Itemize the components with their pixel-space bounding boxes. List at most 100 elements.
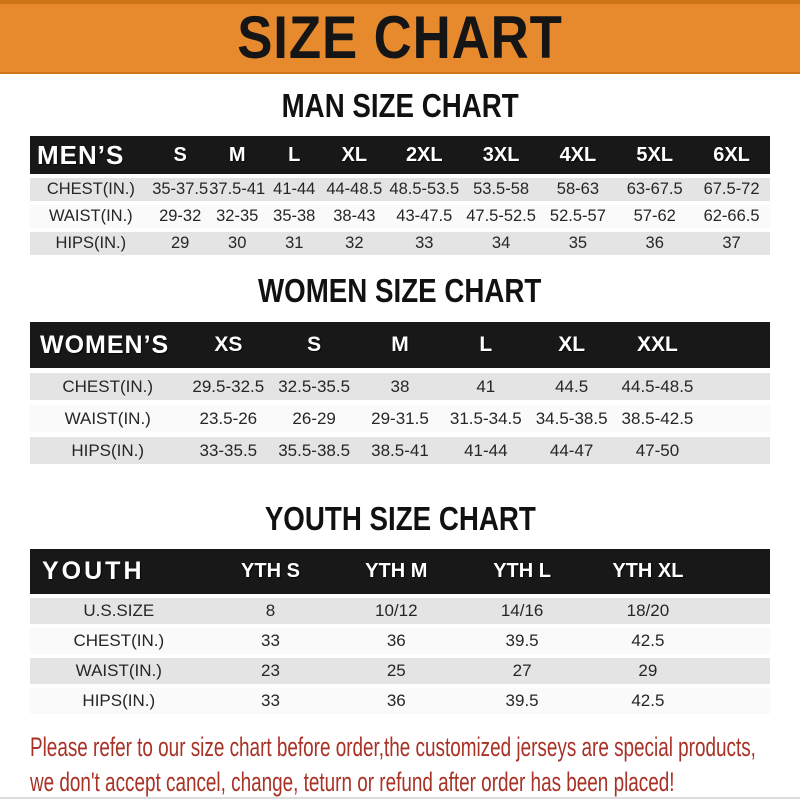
- size-cell: 33: [385, 232, 463, 255]
- size-cell: 29.5-32.5: [185, 373, 272, 400]
- size-cell: 34: [462, 232, 540, 255]
- table-group-label: YOUTH: [30, 549, 208, 594]
- women-section-heading: WOMEN SIZE CHART: [0, 273, 800, 313]
- size-cell: 27: [459, 658, 585, 684]
- row-spacer: [700, 373, 770, 400]
- size-cell: 32-35: [208, 205, 266, 228]
- youth-section-heading: YOUTH SIZE CHART: [0, 501, 800, 541]
- size-table-row: HIPS(IN.) 29 30 31 32 33 34 35 36 37: [30, 232, 770, 255]
- size-cell: 23.5-26: [185, 405, 272, 432]
- size-table-row: WAIST(IN.) 29-32 32-35 35-38 38-43 43-47.5 47.…: [30, 205, 770, 228]
- size-cell: 35-37.5: [151, 178, 209, 201]
- men-size-table: MEN’S S M L XL 2XL 3XL 4XL 5XL 6XL CHEST(IN.) 35-37…: [30, 132, 770, 259]
- column-header: YTH S: [207, 549, 334, 594]
- column-header: 5XL: [616, 136, 694, 174]
- size-table-row: CHEST(IN.) 35-37.5 37.5-41 41-44 44-48.5 48.5…: [30, 178, 770, 201]
- size-table-header-row: WOMEN’S XS S M L XL XXL: [30, 322, 770, 368]
- footer-line-1: Please refer to our size chart before or…: [30, 732, 756, 762]
- size-cell: 44-48.5: [322, 178, 386, 201]
- size-cell: 58-63: [539, 178, 617, 201]
- size-cell: 37.5-41: [208, 178, 266, 201]
- size-cell: 29: [151, 232, 209, 255]
- size-cell: 32.5-35.5: [271, 373, 358, 400]
- header-spacer: [700, 322, 770, 368]
- size-cell: 14/16: [459, 598, 585, 624]
- row-spacer: [710, 658, 770, 684]
- column-header: 4XL: [539, 136, 617, 174]
- size-cell: 34.5-38.5: [528, 405, 615, 432]
- size-cell: 23: [207, 658, 334, 684]
- column-header: L: [265, 136, 323, 174]
- size-cell: 38-43: [322, 205, 386, 228]
- column-header: XS: [185, 322, 272, 368]
- size-cell: 41-44: [265, 178, 323, 201]
- table-group-label: WOMEN’S: [30, 322, 186, 368]
- youth-heading-text: YOUTH SIZE CHART: [264, 500, 536, 537]
- size-cell: 44.5: [528, 373, 615, 400]
- size-cell: 43-47.5: [385, 205, 463, 228]
- row-label: WAIST(IN.): [30, 205, 152, 228]
- size-cell: 18/20: [584, 598, 711, 624]
- size-cell: 10/12: [333, 598, 460, 624]
- size-table-row: HIPS(IN.) 33 36 39.5 42.5: [30, 688, 770, 714]
- column-header: YTH XL: [584, 549, 711, 594]
- size-cell: 41-44: [442, 437, 529, 464]
- man-section-heading: MAN SIZE CHART: [0, 88, 800, 128]
- banner-title: SIZE CHART: [237, 4, 563, 71]
- bottom-divider: [0, 797, 800, 799]
- size-cell: 63-67.5: [616, 178, 694, 201]
- size-cell: 42.5: [584, 688, 711, 714]
- size-cell: 53.5-58: [462, 178, 540, 201]
- size-cell: 31.5-34.5: [442, 405, 529, 432]
- size-cell: 33: [207, 628, 334, 654]
- table-group-label: MEN’S: [30, 136, 152, 174]
- size-table-row: CHEST(IN.) 33 36 39.5 42.5: [30, 628, 770, 654]
- column-header: XL: [528, 322, 615, 368]
- size-cell: 38.5-41: [357, 437, 443, 464]
- column-header: YTH M: [333, 549, 460, 594]
- size-cell: 26-29: [271, 405, 358, 432]
- column-header: L: [442, 322, 529, 368]
- row-label: HIPS(IN.): [30, 437, 186, 464]
- row-spacer: [700, 405, 770, 432]
- size-cell: 8: [207, 598, 334, 624]
- size-cell: 29: [584, 658, 711, 684]
- size-cell: 39.5: [459, 688, 585, 714]
- man-size-section: MAN SIZE CHART MEN’S S M L XL 2XL 3XL 4XL 5XL 6XL…: [0, 88, 800, 259]
- size-table-row: U.S.SIZE 8 10/12 14/16 18/20: [30, 598, 770, 624]
- row-label: WAIST(IN.): [30, 405, 186, 432]
- size-cell: 36: [333, 628, 460, 654]
- size-cell: 33-35.5: [185, 437, 272, 464]
- size-cell: 37: [693, 232, 770, 255]
- women-heading-text: WOMEN SIZE CHART: [258, 272, 542, 309]
- column-header: S: [271, 322, 358, 368]
- size-cell: 52.5-57: [539, 205, 617, 228]
- youth-size-section: YOUTH SIZE CHART YOUTH YTH S YTH M YTH L YTH…: [0, 501, 800, 718]
- size-cell: 25: [333, 658, 460, 684]
- size-cell: 44-47: [528, 437, 615, 464]
- size-cell: 41: [442, 373, 529, 400]
- size-cell: 36: [333, 688, 460, 714]
- size-table-row: HIPS(IN.) 33-35.5 35.5-38.5 38.5-41 41-44 44-…: [30, 437, 770, 464]
- footer-line-2: we don't accept cancel, change, teturn o…: [30, 767, 675, 797]
- column-header: XL: [322, 136, 386, 174]
- size-cell: 48.5-53.5: [385, 178, 463, 201]
- youth-size-table: YOUTH YTH S YTH M YTH L YTH XL U.S.SIZE 8 10/12…: [30, 545, 770, 718]
- footer-note: Please refer to our size chart before or…: [0, 732, 800, 800]
- size-chart-banner: SIZE CHART: [0, 0, 800, 74]
- size-cell: 32: [322, 232, 386, 255]
- size-table-header-row: MEN’S S M L XL 2XL 3XL 4XL 5XL 6XL: [30, 136, 770, 174]
- women-size-table: WOMEN’S XS S M L XL XXL CHEST(IN.) 29.5-32.5 32.5…: [30, 317, 770, 469]
- women-size-section: WOMEN SIZE CHART WOMEN’S XS S M L XL XXL CHEST(…: [0, 273, 800, 469]
- size-table-row: WAIST(IN.) 23.5-26 26-29 29-31.5 31.5-34.5 34…: [30, 405, 770, 432]
- column-header: XXL: [614, 322, 701, 368]
- row-spacer: [710, 688, 770, 714]
- column-header: 2XL: [385, 136, 463, 174]
- size-cell: 29-32: [151, 205, 209, 228]
- size-cell: 42.5: [584, 628, 711, 654]
- row-label: CHEST(IN.): [30, 628, 208, 654]
- size-cell: 29-31.5: [357, 405, 443, 432]
- size-cell: 30: [208, 232, 266, 255]
- size-cell: 67.5-72: [693, 178, 770, 201]
- size-cell: 57-62: [616, 205, 694, 228]
